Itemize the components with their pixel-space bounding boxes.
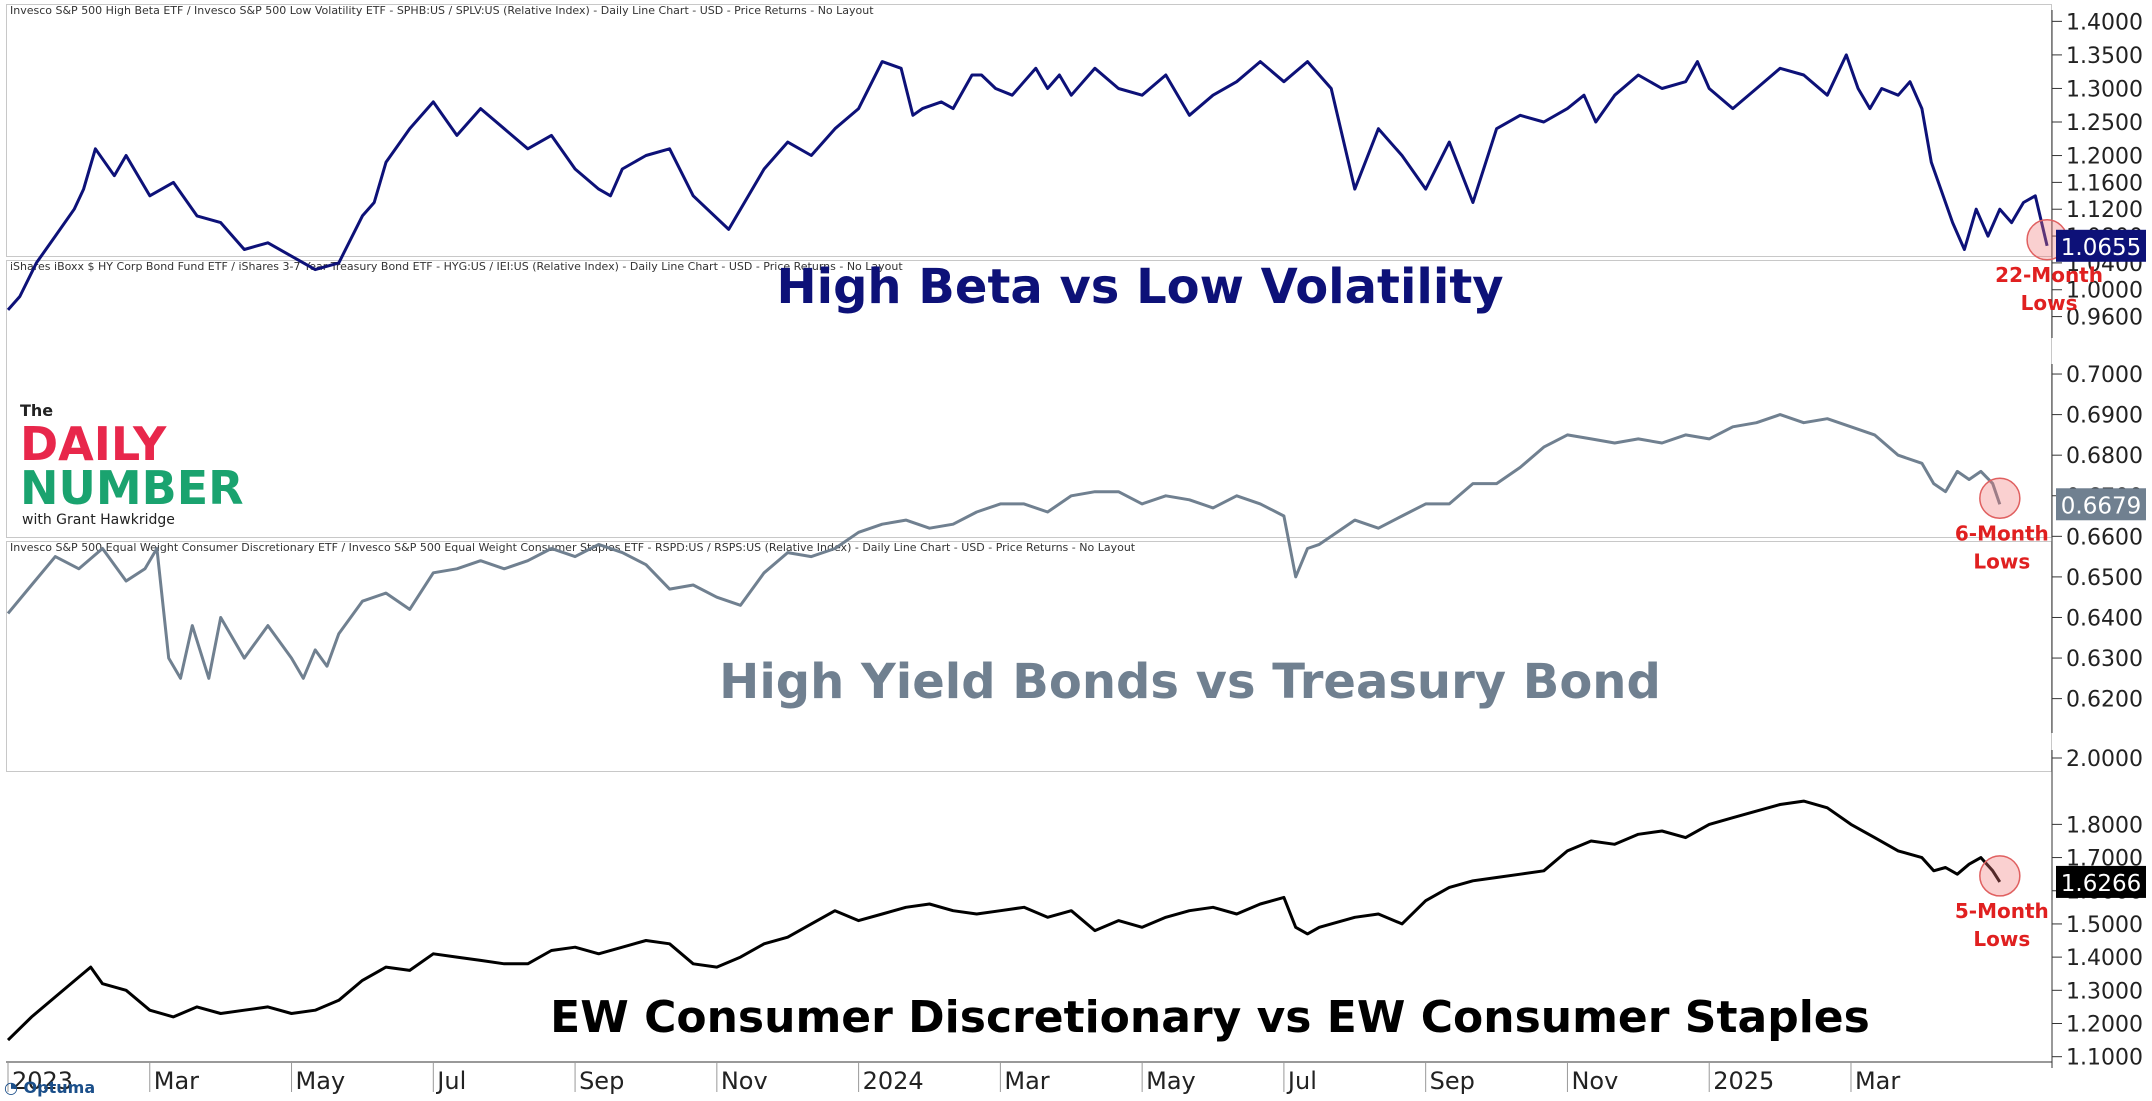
y-tick-label: 1.1000: [2066, 1046, 2143, 1071]
chart-header-2: iShares iBoxx $ HY Corp Bond Fund ETF / …: [10, 260, 903, 273]
y-tick-label: 1.1600: [2066, 171, 2143, 196]
x-tick-label: Sep: [1430, 1067, 1475, 1095]
y-tick-label: 0.6900: [2066, 404, 2143, 429]
y-tick-label: 1.4000: [2066, 946, 2143, 971]
optuma-text: Optuma: [23, 1078, 96, 1097]
y-tick-label: 1.1200: [2066, 198, 2143, 223]
x-tick-label: Mar: [154, 1067, 199, 1095]
chart-title-2: High Yield Bonds vs Treasury Bond: [719, 654, 1661, 710]
annotation-line-1: 6-Month: [1955, 521, 2049, 545]
optuma-icon: ◔: [4, 1078, 18, 1097]
annotation-line-1: 22-Month: [1995, 263, 2103, 287]
y-tick-label: 1.3000: [2066, 77, 2143, 102]
x-tick-label: Jul: [435, 1067, 466, 1095]
last-value-label: 1.6266: [2061, 871, 2141, 897]
y-tick-label: 1.8000: [2066, 813, 2143, 838]
low-marker-circle: [1979, 477, 2021, 520]
y-tick-label: 1.3000: [2066, 979, 2143, 1004]
last-value-badge: [2056, 488, 2146, 521]
x-tick-label: 2025: [1713, 1067, 1774, 1095]
chart-header-1: Invesco S&P 500 High Beta ETF / Invesco …: [10, 4, 874, 17]
y-tick-label: 0.6300: [2066, 647, 2143, 672]
logo-with: with Grant Hawkridge: [22, 512, 175, 528]
annotation-line-2: Lows: [1973, 549, 2030, 573]
y-tick-label: 1.0000: [2066, 279, 2143, 304]
last-value-label: 0.6679: [2061, 493, 2141, 519]
y-tick-label: 0.6800: [2066, 444, 2143, 469]
x-tick-label: Nov: [1571, 1067, 1618, 1095]
x-tick-label: Nov: [721, 1067, 768, 1095]
optuma-logo: ◔ Optuma: [4, 1078, 95, 1097]
chart-title-1: High Beta vs Low Volatility: [776, 259, 1503, 315]
x-tick-label: 2023: [12, 1067, 73, 1095]
logo-daily: DAILY: [20, 417, 167, 471]
y-tick-label: 1.3500: [2066, 44, 2143, 69]
last-value-badge: [2056, 865, 2146, 898]
series-line-1: [6, 53, 2049, 311]
y-tick-label: 0.6200: [2066, 688, 2143, 713]
y-tick-label: 2.0000: [2066, 747, 2143, 772]
chart-header-3: Invesco S&P 500 Equal Weight Consumer Di…: [10, 541, 1136, 554]
y-tick-label: 0.6600: [2066, 525, 2143, 550]
y-tick-label: 1.2000: [2066, 145, 2143, 170]
x-tick-label: May: [1146, 1067, 1196, 1095]
series-line-2: [6, 413, 2002, 680]
y-tick-label: 1.4000: [2066, 10, 2143, 35]
x-tick-label: Mar: [1004, 1067, 1049, 1095]
logo-number: NUMBER: [20, 461, 244, 515]
chart-panel-2: [6, 260, 2052, 538]
y-tick-label: 0.9600: [2066, 306, 2143, 331]
x-tick-label: 2024: [863, 1067, 924, 1095]
annotation-line-2: Lows: [2021, 291, 2078, 315]
annotation-line-1: 5-Month: [1955, 899, 2049, 923]
y-tick-label: 1.2000: [2066, 1012, 2143, 1037]
last-value-label: 1.0655: [2061, 235, 2141, 261]
y-tick-label: 0.6400: [2066, 606, 2143, 631]
y-tick-label: 1.2500: [2066, 111, 2143, 136]
y-tick-label: 0.6500: [2066, 566, 2143, 591]
annotation-line-2: Lows: [1973, 927, 2030, 951]
chart-panel-1: [6, 4, 2052, 257]
chart-panel-3: [6, 541, 2052, 772]
x-tick-label: Jul: [1286, 1067, 1317, 1095]
x-tick-label: May: [296, 1067, 346, 1095]
x-tick-label: Mar: [1855, 1067, 1900, 1095]
y-tick-label: 0.7000: [2066, 363, 2143, 388]
logo-the: The: [20, 401, 53, 420]
logo-svg: The DAILY NUMBER with Grant Hawkridge: [20, 401, 244, 528]
daily-number-logo: The DAILY NUMBER with Grant Hawkridge: [20, 400, 270, 530]
x-tick-label: Sep: [579, 1067, 624, 1095]
last-value-badge: [2056, 229, 2146, 262]
series-line-3: [6, 799, 2002, 1042]
y-tick-label: 1.5000: [2066, 913, 2143, 938]
low-marker-circle: [1979, 855, 2021, 897]
chart-title-3: EW Consumer Discretionary vs EW Consumer…: [550, 992, 1870, 1043]
